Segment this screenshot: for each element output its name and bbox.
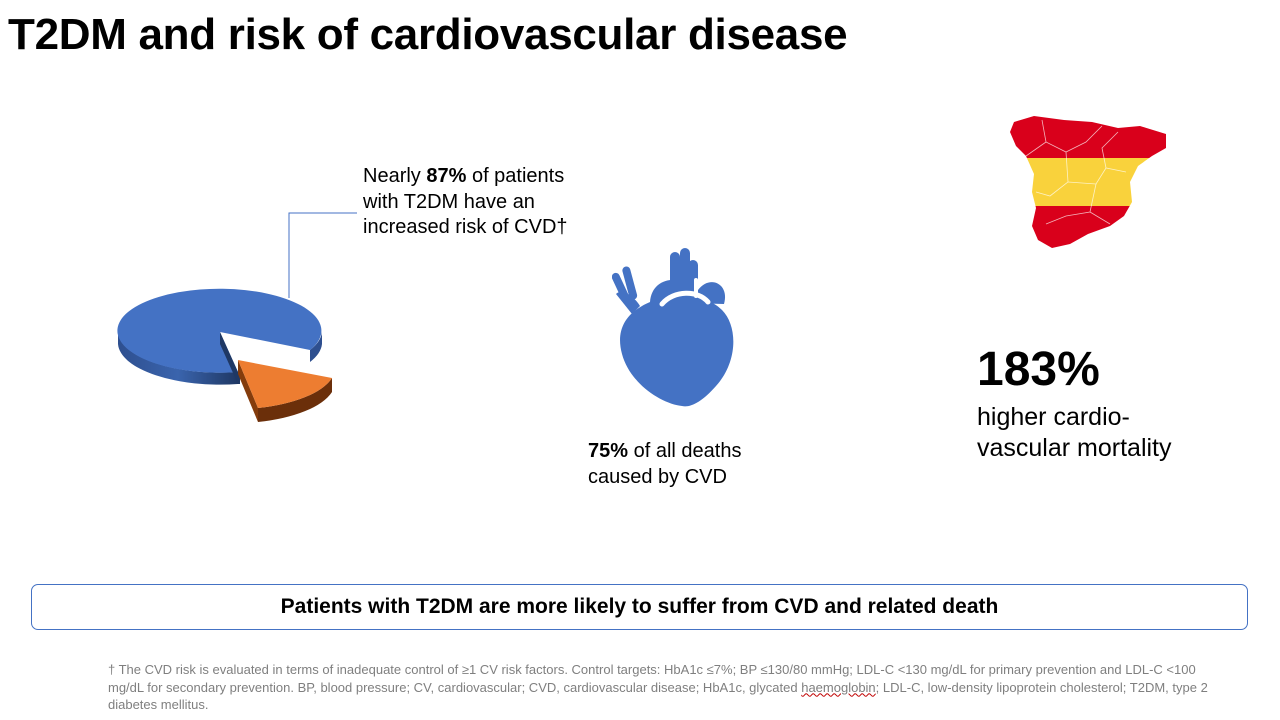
stat-75-value: 75% xyxy=(588,440,629,462)
key-message-box: Patients with T2DM are more likely to su… xyxy=(31,584,1248,630)
slide-title: T2DM and risk of cardiovascular disease xyxy=(8,10,848,59)
pie-slice-major xyxy=(117,288,322,373)
heart-icon xyxy=(612,248,734,407)
stat-183-text: higher cardio-vascular mortality xyxy=(977,403,1172,462)
spain-map-icon xyxy=(1010,116,1166,248)
pie-chart-icon xyxy=(117,288,332,422)
stat-87-value: 87% xyxy=(426,165,467,187)
stat-75-text: 75% of all deaths caused by CVD xyxy=(588,440,742,488)
stat-87-text: Nearly 87% of patients with T2DM have an… xyxy=(363,165,568,238)
footnote: † The CVD risk is evaluated in terms of … xyxy=(108,662,1208,712)
stat-183-value: 183% xyxy=(977,343,1100,396)
pie-slice-minor xyxy=(238,360,332,408)
spellcheck-word: haemoglobin xyxy=(801,679,876,695)
